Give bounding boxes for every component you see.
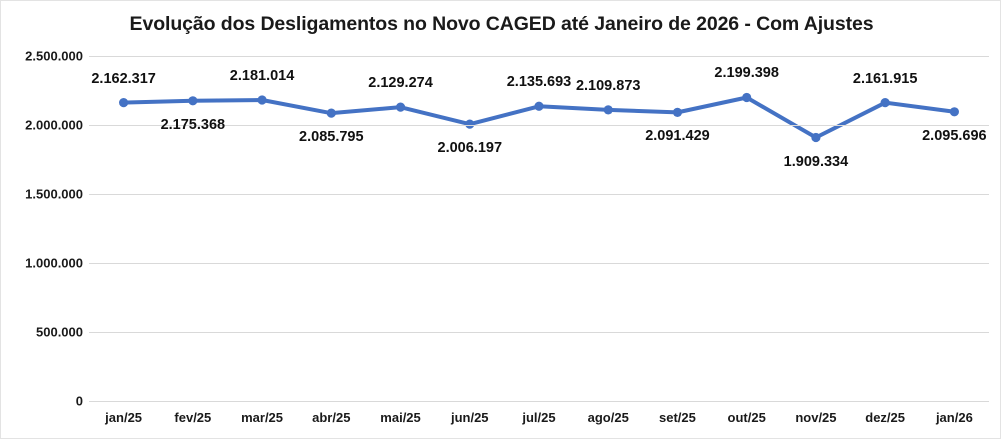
y-axis-tick-label: 0	[75, 393, 83, 409]
data-point-marker[interactable]	[742, 92, 752, 103]
x-axis-tick-label: jan/25	[105, 410, 143, 425]
line-series	[119, 92, 959, 143]
y-axis-tick-label: 2.500.000	[25, 48, 83, 64]
data-point-marker[interactable]	[603, 105, 613, 115]
data-point-marker[interactable]	[257, 95, 267, 105]
gridline	[89, 401, 989, 402]
x-axis-tick-label: jan/26	[935, 410, 973, 425]
data-point-marker[interactable]	[465, 119, 475, 129]
x-axis-tick-label: abr/25	[312, 410, 351, 425]
data-point-marker[interactable]	[534, 101, 544, 111]
plot-area: 2.162.317 2.175.368 2.181.014 2.085.795 2.12…	[89, 56, 989, 402]
y-axis-tick-label: 500.000	[36, 324, 83, 340]
data-point-marker[interactable]	[395, 102, 406, 112]
data-point-label: 2.085.795	[299, 129, 364, 146]
chart-title: Evolução dos Desligamentos no Novo CAGED…	[129, 13, 874, 35]
data-point-label: 2.095.696	[922, 127, 987, 144]
gridline	[89, 125, 989, 126]
data-point-label: 1.909.334	[783, 153, 849, 170]
data-point-marker[interactable]	[188, 96, 198, 106]
data-point-label: 2.181.014	[229, 68, 295, 85]
gridline	[89, 263, 989, 264]
data-point-label: 2.161.915	[852, 70, 918, 87]
gridline	[89, 332, 989, 333]
x-axis-tick-label: mai/25	[380, 410, 421, 425]
y-axis-tick-label: 2.000.000	[25, 117, 83, 133]
gridline	[89, 56, 989, 57]
x-axis: jan/25 fev/25 mar/25 abr/25 mai/25 jun/25 jul/…	[89, 405, 989, 435]
x-axis-tick-label: nov/25	[795, 410, 837, 425]
x-axis-tick-label: out/25	[727, 410, 766, 425]
y-axis-tick-label: 1.000.000	[25, 255, 83, 271]
x-axis-tick-label: dez/25	[865, 410, 906, 425]
data-point-marker[interactable]	[949, 107, 959, 117]
data-point-label: 2.091.429	[645, 128, 710, 145]
x-axis-tick-label: ago/25	[587, 410, 629, 425]
x-axis-tick-label: jun/25	[450, 410, 489, 425]
data-point-label: 2.175.368	[160, 116, 226, 133]
data-point-marker[interactable]	[811, 132, 821, 143]
x-axis-tick-label: jul/25	[522, 410, 556, 425]
x-axis-tick-label: set/25	[659, 410, 696, 425]
data-point-label: 2.129.274	[368, 75, 433, 92]
data-point-marker[interactable]	[880, 98, 890, 108]
data-point-label: 2.006.197	[437, 140, 503, 157]
gridline	[89, 194, 989, 195]
data-point-marker[interactable]	[326, 108, 336, 118]
data-point-marker[interactable]	[119, 98, 129, 108]
data-point-label: 2.162.317	[91, 70, 156, 87]
y-axis-tick-label: 1.500.000	[25, 186, 83, 202]
x-axis-tick-label: fev/25	[174, 410, 212, 425]
data-point-label: 2.135.693	[506, 74, 572, 91]
x-axis-tick-label: mar/25	[241, 410, 284, 425]
data-point-marker[interactable]	[672, 107, 683, 117]
data-point-label: 2.109.873	[575, 77, 641, 94]
y-axis: 0 500.000 1.000.000 1.500.000 2.000.000 2.500…	[1, 49, 83, 409]
data-point-label: 2.199.398	[714, 65, 779, 82]
